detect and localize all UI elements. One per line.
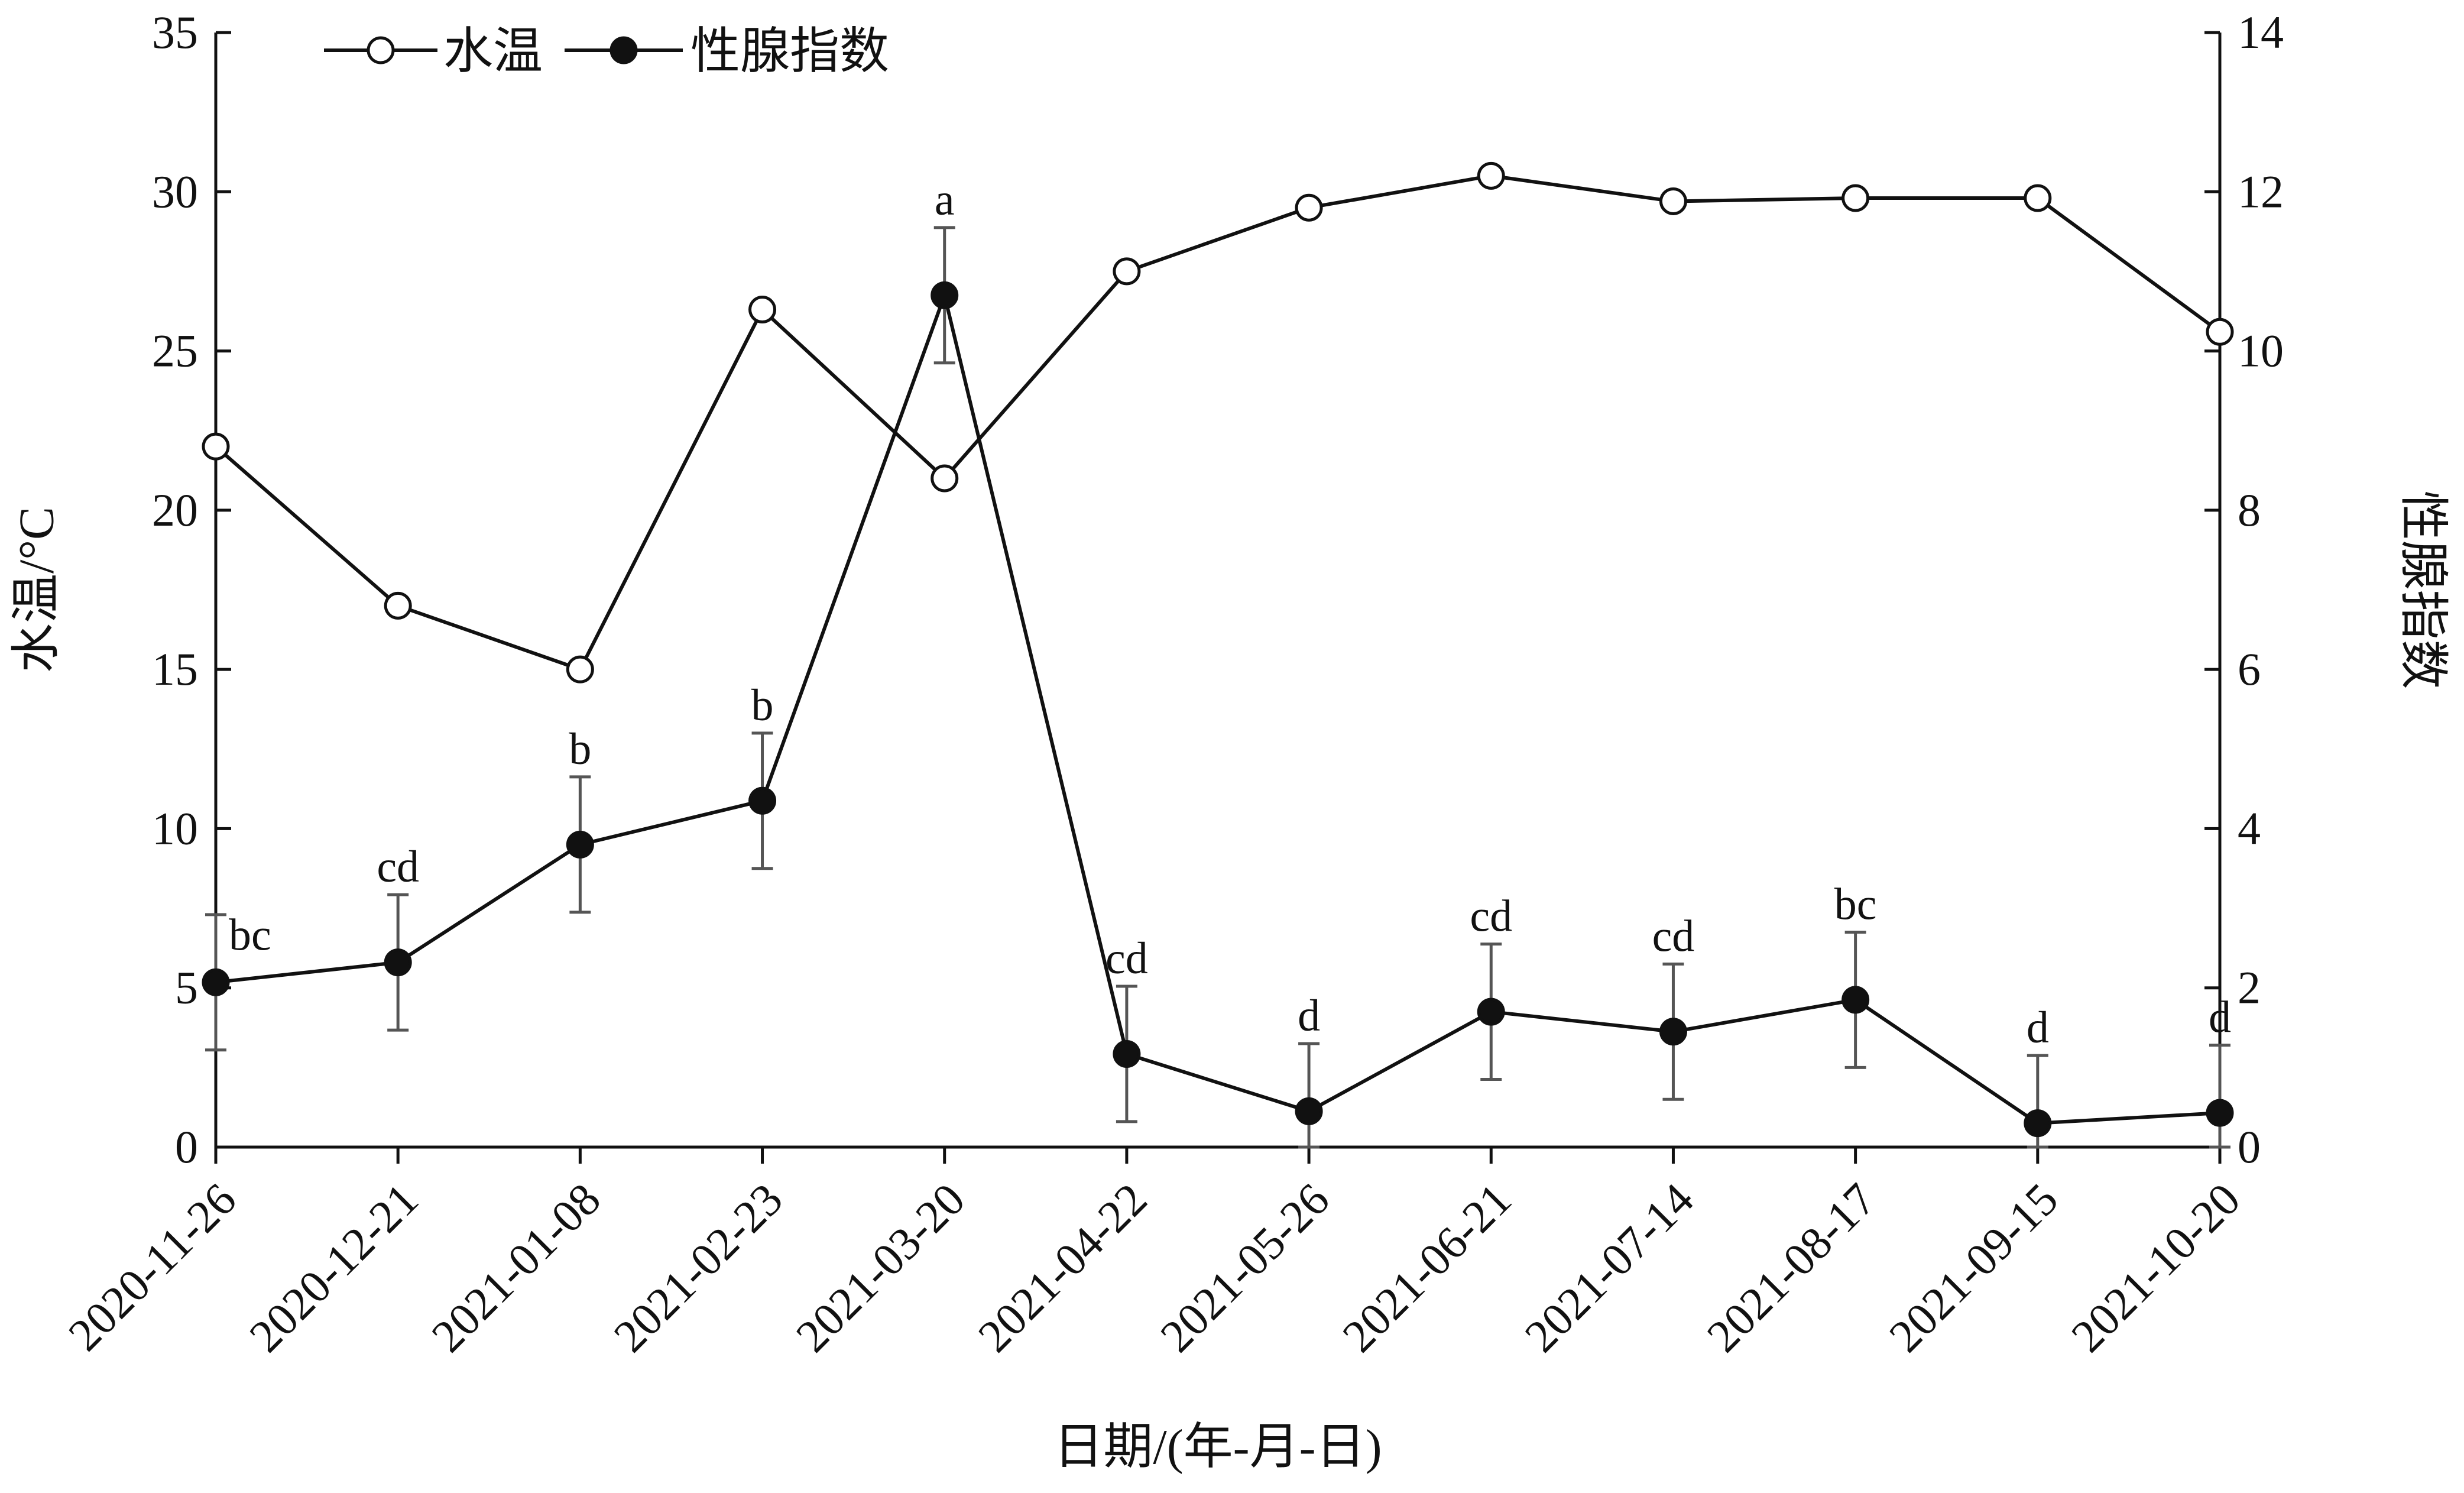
x-tick-label: 2021-07-14 — [1515, 1173, 1703, 1362]
significance-label: d — [1298, 991, 1320, 1041]
right-y-tick-label: 2 — [2238, 962, 2261, 1013]
significance-label: cd — [1105, 934, 1148, 983]
data-point-filled — [384, 948, 412, 977]
significance-label: b — [751, 681, 774, 730]
right-y-axis-title: 性腺指数 — [2395, 490, 2450, 689]
significance-label: a — [935, 175, 955, 225]
significance-label: b — [569, 724, 591, 774]
right-y-tick-label: 8 — [2238, 484, 2261, 536]
data-point-open — [202, 432, 230, 461]
significance-label: cd — [377, 842, 419, 892]
legend-item: 水温 — [324, 24, 543, 79]
right-y-tick-label: 4 — [2238, 802, 2261, 854]
x-axis-title: 日期/(年-月-日) — [1053, 1420, 1382, 1475]
significance-label: cd — [1652, 911, 1695, 961]
right-y-tick-label: 14 — [2238, 7, 2284, 58]
left-y-tick-label: 10 — [152, 802, 198, 854]
series: bc cd b b a cd d cd cd bc d d — [202, 161, 2234, 1149]
data-point-open — [1477, 161, 1505, 190]
legend-marker-open — [367, 36, 395, 64]
data-point-filled — [1477, 998, 1505, 1026]
data-point-filled — [1659, 1018, 1687, 1046]
axes: 0 5 10 15 20 25 30 35 0 2 4 6 8 10 12 14 2020-11-262020-… — [9, 7, 2450, 1475]
data-point-filled — [2206, 1099, 2234, 1127]
legend-marker-filled — [609, 36, 638, 64]
x-tick-label: 2021-10-20 — [2061, 1173, 2250, 1362]
data-point-filled — [1113, 1039, 1141, 1068]
data-point-filled — [1295, 1097, 1323, 1125]
x-tick-label: 2021-05-26 — [1150, 1173, 1339, 1362]
legend-label: 性腺指数 — [690, 24, 889, 79]
legend-item: 性腺指数 — [565, 24, 889, 79]
data-point-open — [1113, 257, 1141, 286]
data-point-open — [2206, 318, 2234, 346]
series-gonad-index: bc cd b b a cd d cd cd bc d d — [202, 175, 2234, 1149]
x-tick-label: 2021-01-08 — [422, 1173, 610, 1362]
legend: 水温 性腺指数 — [324, 24, 889, 79]
series-water-temperature — [202, 161, 2234, 684]
data-point-open — [1841, 184, 1870, 212]
left-y-tick-label: 30 — [152, 166, 198, 217]
left-y-tick-label: 25 — [152, 325, 198, 377]
x-tick-label: 2021-02-23 — [604, 1173, 792, 1362]
right-y-tick-label: 6 — [2238, 643, 2261, 695]
error-bar — [1298, 1042, 1320, 1149]
x-tick-label: 2020-12-21 — [239, 1173, 428, 1362]
left-y-axis-title: 水温/°C — [9, 507, 64, 673]
significance-label: d — [2209, 993, 2231, 1042]
data-point-filled — [748, 786, 777, 815]
x-tick-label: 2020-11-26 — [59, 1173, 246, 1361]
significance-label: bc — [1834, 879, 1877, 929]
data-point-filled — [1841, 986, 1870, 1014]
data-point-filled — [931, 281, 959, 309]
left-y-tick-label: 15 — [152, 643, 198, 695]
right-y-tick-label: 10 — [2238, 325, 2284, 377]
significance-label: cd — [1470, 892, 1512, 941]
data-point-open — [748, 296, 777, 324]
data-point-filled — [566, 830, 594, 859]
data-point-open — [1295, 193, 1323, 222]
x-tick-label: 2021-08-17 — [1697, 1173, 1885, 1362]
error-bar — [2209, 1044, 2230, 1149]
data-point-open — [2024, 184, 2052, 212]
data-point-open — [1659, 187, 1687, 215]
right-y-tick-label: 12 — [2238, 166, 2284, 217]
x-tick-label: 2021-09-15 — [1879, 1173, 2068, 1362]
left-y-tick-label: 0 — [175, 1121, 198, 1173]
left-y-tick-label: 5 — [175, 962, 198, 1013]
data-point-open — [931, 464, 959, 493]
series-line — [215, 293, 2220, 1125]
x-tick-label: 2021-04-22 — [968, 1173, 1157, 1362]
data-point-open — [384, 591, 412, 620]
left-y-tick-label: 20 — [152, 484, 198, 536]
legend-label: 水温 — [443, 24, 543, 79]
x-tick-label: 2021-06-21 — [1332, 1173, 1521, 1362]
right-y-tick-label: 0 — [2238, 1121, 2261, 1173]
left-y-tick-label: 35 — [152, 7, 198, 58]
significance-label: bc — [229, 910, 271, 960]
data-point-filled — [2024, 1109, 2052, 1138]
series-line — [215, 174, 2221, 672]
legend-group: 水温 性腺指数 — [324, 24, 889, 79]
significance-label: d — [2027, 1003, 2049, 1052]
data-point-open — [566, 655, 594, 684]
x-tick-label: 2021-03-20 — [786, 1173, 974, 1362]
data-point-filled — [202, 968, 230, 996]
